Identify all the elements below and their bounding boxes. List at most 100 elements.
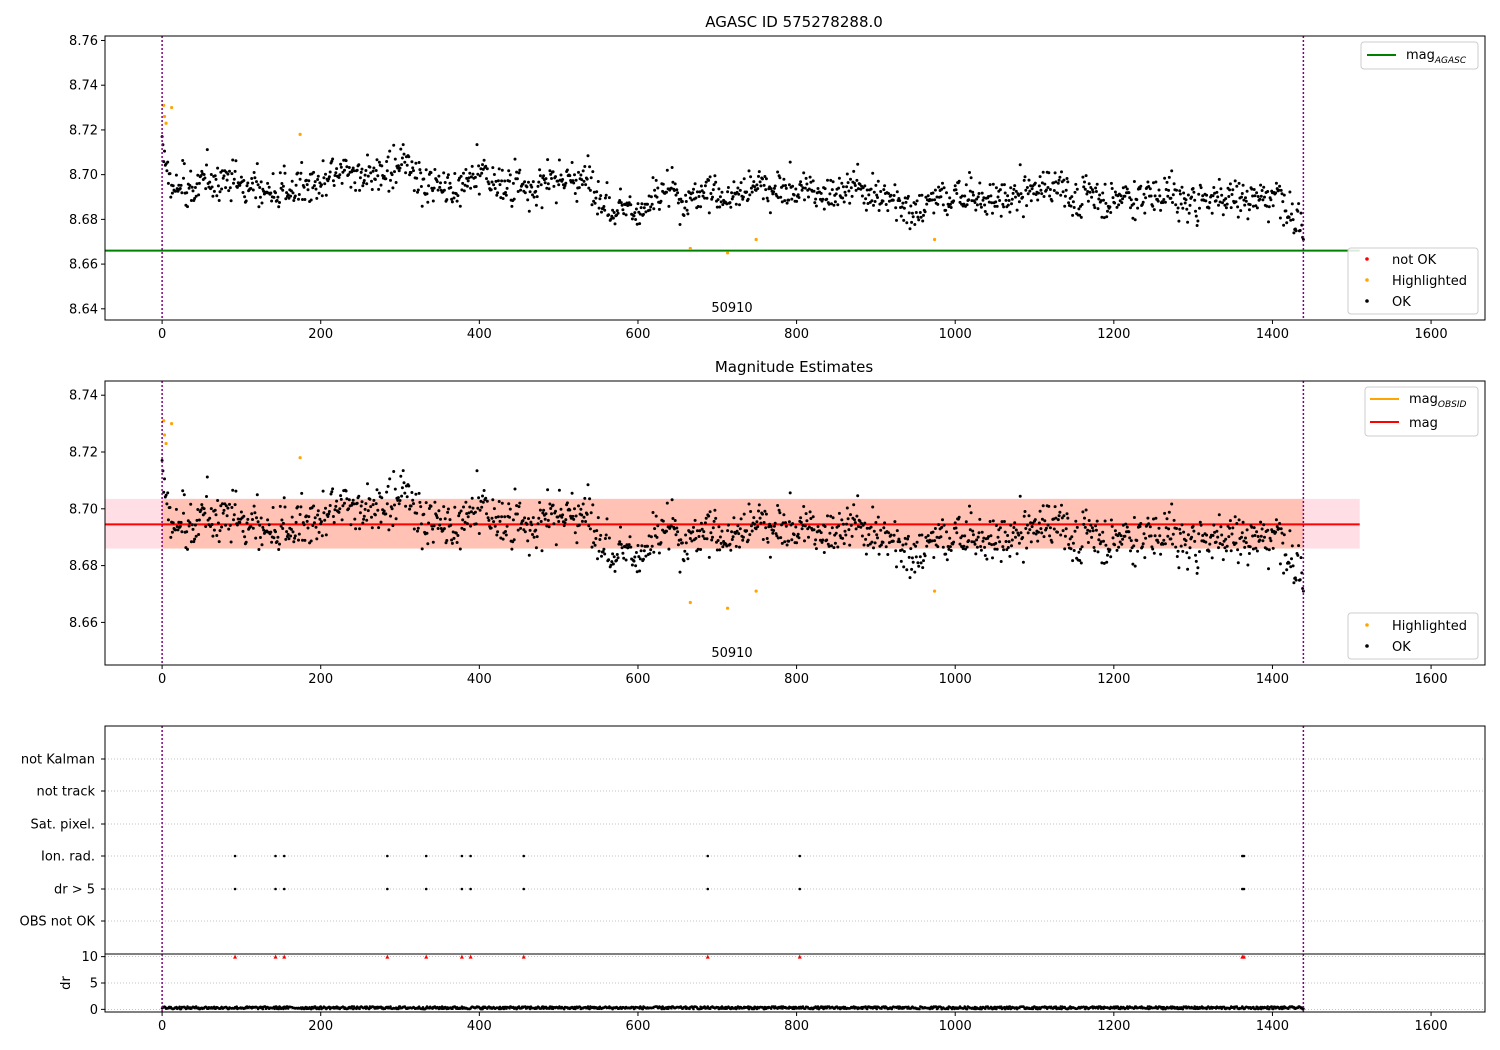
ok-point — [604, 533, 608, 537]
ok-point — [189, 540, 193, 544]
ok-point — [945, 191, 948, 195]
ok-point — [1220, 193, 1224, 197]
ok-point — [1094, 186, 1098, 190]
ok-point — [846, 517, 850, 521]
ok-point — [903, 196, 907, 200]
ok-point — [508, 179, 511, 183]
ok-point — [258, 195, 262, 199]
ok-point — [1228, 526, 1232, 530]
ok-point — [469, 524, 473, 528]
flag-label: OBS not OK — [20, 915, 96, 930]
ok-point — [1004, 198, 1008, 202]
ok-point — [598, 197, 602, 201]
ok-point — [1039, 527, 1043, 531]
ok-point — [1290, 202, 1294, 206]
ok-point — [1086, 541, 1090, 544]
ok-point — [1039, 188, 1043, 192]
ok-point — [768, 211, 772, 215]
legend-mag-obsid-sub: OBSID — [1438, 400, 1467, 410]
ok-point — [675, 188, 679, 192]
ok-point — [399, 147, 403, 151]
ok-point — [464, 500, 468, 504]
ok-point — [377, 526, 381, 530]
ok-point — [208, 516, 212, 520]
ok-point — [782, 513, 786, 517]
ok-point — [948, 545, 952, 549]
ok-point — [1164, 188, 1168, 191]
ok-point — [1246, 563, 1250, 567]
ok-point — [704, 516, 708, 520]
ok-point — [1204, 199, 1208, 203]
flag-point — [386, 854, 389, 858]
ok-point — [1278, 562, 1282, 566]
ok-point — [745, 529, 749, 533]
ok-point — [1078, 559, 1082, 562]
ok-point — [465, 176, 469, 180]
ok-point — [537, 180, 541, 184]
ok-point — [769, 525, 773, 528]
ok-point — [302, 185, 306, 189]
ok-point — [429, 504, 433, 508]
ok-point — [352, 502, 356, 506]
ok-point — [619, 187, 622, 191]
ok-point — [892, 194, 896, 197]
ok-point — [605, 181, 609, 185]
ok-point — [234, 489, 238, 493]
ok-point — [795, 199, 799, 203]
ok-point — [1172, 182, 1176, 186]
ok-point — [222, 174, 226, 178]
ok-point — [529, 520, 533, 524]
ok-point — [178, 187, 182, 190]
ok-point — [819, 531, 823, 535]
ok-point — [213, 508, 217, 512]
ok-point — [736, 524, 740, 528]
flag-point — [522, 854, 526, 858]
panel2-legend-points: Highlighted OK — [1347, 612, 1479, 660]
ok-point — [407, 484, 411, 488]
ok-point — [803, 539, 806, 543]
ok-point — [347, 507, 350, 511]
ok-point — [1040, 192, 1044, 196]
ok-point — [1075, 187, 1079, 191]
ok-point — [805, 519, 809, 523]
ok-point — [456, 194, 460, 198]
ok-point — [787, 520, 791, 524]
ok-point — [255, 162, 259, 166]
panel4-ylabel: dr — [59, 976, 74, 990]
ok-point — [1259, 183, 1263, 187]
ok-point — [1117, 532, 1121, 535]
ok-point — [212, 528, 216, 532]
ok-point — [735, 529, 739, 533]
ok-point — [829, 178, 833, 182]
ok-point — [330, 490, 334, 494]
ok-point — [941, 181, 944, 185]
ok-point — [1117, 203, 1121, 207]
ok-point — [446, 176, 450, 179]
ok-point — [321, 159, 325, 163]
ok-point — [1269, 539, 1273, 543]
ok-point — [1018, 163, 1022, 167]
ok-point — [684, 541, 688, 545]
ok-point — [1212, 186, 1216, 189]
ok-point — [1178, 527, 1182, 531]
ok-point — [1175, 188, 1178, 192]
ok-point — [1292, 581, 1296, 585]
ok-point — [830, 188, 834, 192]
ok-point — [458, 547, 462, 551]
ok-point — [1208, 201, 1212, 204]
ok-point — [1010, 202, 1013, 206]
ok-point — [256, 183, 260, 187]
ok-point — [976, 195, 980, 199]
ok-point — [400, 156, 404, 160]
ok-point — [1096, 550, 1100, 554]
ok-point — [557, 520, 561, 523]
ok-point — [358, 176, 362, 180]
ok-point — [410, 160, 414, 164]
ok-point — [484, 164, 488, 168]
ok-point — [730, 530, 734, 534]
ok-point — [504, 533, 508, 537]
ok-point — [214, 513, 218, 517]
ok-point — [726, 186, 730, 189]
ok-point — [960, 194, 964, 198]
ok-point — [1244, 541, 1248, 545]
